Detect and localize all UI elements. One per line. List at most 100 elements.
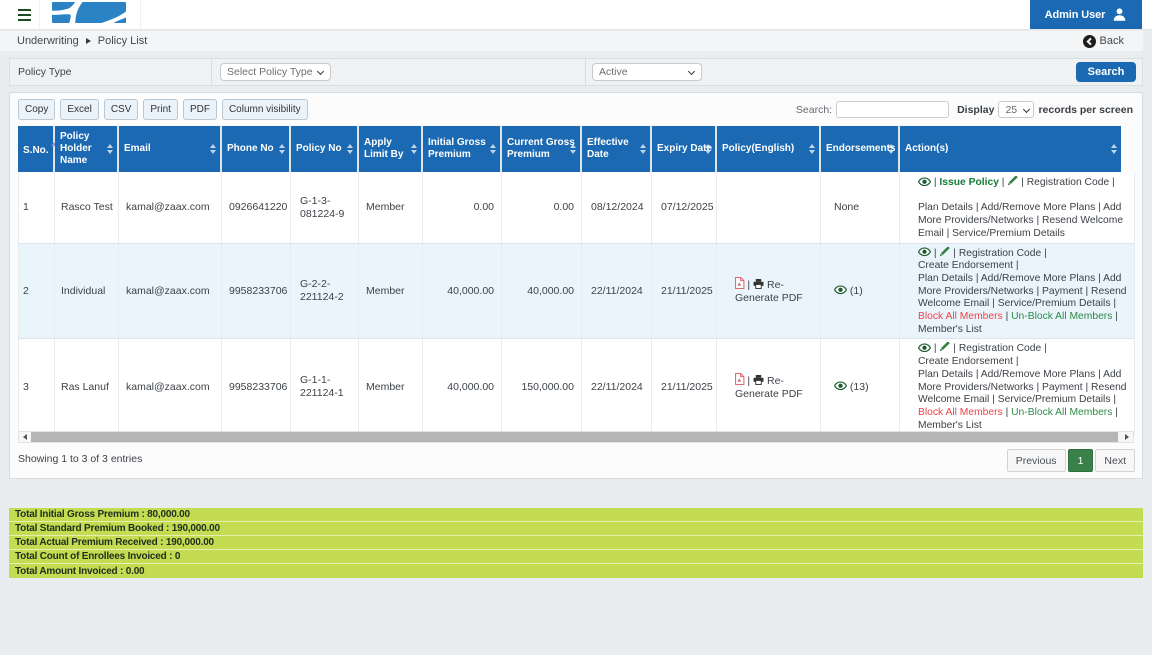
current-page-button[interactable]: 1	[1067, 449, 1094, 472]
print-button[interactable]: Print	[143, 99, 178, 120]
csv-button[interactable]: CSV	[103, 99, 139, 120]
action-link-un-block-all-members[interactable]: Un-Block All Members	[1011, 406, 1113, 418]
separator: |	[1095, 202, 1104, 214]
action-link-add-remove-more-plans[interactable]: Add/Remove More Plans	[980, 368, 1096, 380]
cell-apply-limit-by: Member	[358, 243, 423, 340]
next-page-button[interactable]: Next	[1095, 449, 1135, 472]
action-link-add-more-providers-networks[interactable]: Add More Providers/Networks	[918, 272, 1122, 297]
action-link-service-premium-details[interactable]: Service/Premium Details	[997, 394, 1111, 406]
column-header-policy-no[interactable]: Policy No	[290, 126, 359, 172]
action-link-issue-policy[interactable]: Issue Policy	[939, 177, 999, 188]
column-header-action-s[interactable]: Action(s)	[899, 126, 1121, 172]
scroll-left-arrow-icon[interactable]	[19, 432, 31, 442]
column-header-email[interactable]: Email	[118, 126, 222, 172]
action-link-add-remove-more-plans[interactable]: Add/Remove More Plans	[980, 202, 1096, 214]
action-link-block-all-members[interactable]: Block All Members	[918, 406, 1003, 418]
cell-current-gross-premium: 150,000.00	[501, 338, 582, 436]
scrollbar-thumb[interactable]	[31, 432, 1118, 442]
separator: |	[1082, 381, 1092, 393]
action-link-registration-code[interactable]: Registration Code	[958, 247, 1042, 259]
eye-icon[interactable]	[917, 176, 932, 187]
pdf-icon[interactable]	[735, 277, 745, 290]
cell-policy-english: | Re-Generate PDF	[716, 338, 821, 436]
column-header-expiry-date[interactable]: Expiry Date	[651, 126, 717, 172]
action-link-block-all-members[interactable]: Block All Members	[918, 311, 1003, 323]
column-header-apply-limit-by[interactable]: Apply Limit By	[358, 126, 423, 172]
action-link-re-generate-pdf[interactable]: Re-Generate PDF	[735, 375, 803, 400]
separator: |	[1033, 285, 1042, 297]
action-link-service-premium-details[interactable]: Service/Premium Details	[997, 298, 1111, 310]
pencil-icon[interactable]	[939, 341, 950, 352]
cell-actions: | | Registration Code | Create Endorseme…	[899, 243, 1135, 340]
eye-icon[interactable]	[917, 343, 932, 353]
action-link-resend-welcome-email[interactable]: Resend Welcome Email	[918, 285, 1127, 310]
column-header-label: Endorsements	[826, 143, 896, 154]
action-link-payment[interactable]: Payment	[1042, 285, 1083, 297]
column-header-current-gross-premium[interactable]: Current Gross Premium	[501, 126, 582, 172]
action-link-add-remove-more-plans[interactable]: Add/Remove More Plans	[980, 272, 1096, 284]
policy-table-card: Copy Excel CSV Print PDF Column visibility Se…	[9, 92, 1143, 479]
sort-icon	[640, 144, 646, 154]
separator: |	[1110, 394, 1117, 406]
status-select[interactable]: Active	[592, 63, 702, 81]
pencil-icon[interactable]	[939, 246, 950, 257]
printer-icon[interactable]	[753, 375, 764, 386]
action-link-registration-code[interactable]: Registration Code	[958, 343, 1042, 355]
brand-logo[interactable]	[52, 2, 126, 28]
back-button[interactable]: Back	[1082, 31, 1124, 51]
action-link-plan-details[interactable]: Plan Details	[918, 368, 973, 380]
scroll-right-arrow-icon[interactable]	[1121, 432, 1133, 442]
action-link-member-s-list[interactable]: Member's List	[918, 419, 982, 431]
menu-hamburger-icon[interactable]	[18, 9, 31, 21]
column-header-s-no[interactable]: S.No.	[18, 126, 57, 172]
table-header-wrap: S.No. Policy Holder Name Email Phone No Poli…	[18, 126, 1121, 172]
admin-user-button[interactable]: Admin User	[1030, 0, 1142, 29]
table-info: Showing 1 to 3 of 3 entries	[18, 453, 143, 465]
action-link-registration-code[interactable]: Registration Code	[1026, 177, 1110, 188]
cell-policy-holder-name: Individual	[54, 243, 119, 340]
separator: |	[1033, 215, 1042, 227]
action-link-resend-welcome-email[interactable]: Resend Welcome Email	[918, 215, 1124, 239]
action-link-resend-welcome-email[interactable]: Resend Welcome Email	[918, 381, 1127, 406]
table-search-input[interactable]	[836, 101, 950, 118]
action-link-un-block-all-members[interactable]: Un-Block All Members	[1011, 311, 1113, 323]
column-header-endorsements[interactable]: Endorsements	[820, 126, 900, 172]
action-link-plan-details[interactable]: Plan Details	[918, 202, 973, 214]
column-header-effective-date[interactable]: Effective Date	[581, 126, 652, 172]
eye-icon[interactable]	[833, 381, 848, 391]
copy-button[interactable]: Copy	[18, 99, 56, 120]
policy-type-select[interactable]: Select Policy Type	[220, 63, 331, 81]
action-link-create-endorsement[interactable]: Create Endorsement	[918, 260, 1014, 272]
cell-text: None	[834, 201, 860, 214]
action-link-add-more-providers-networks[interactable]: Add More Providers/Networks	[918, 368, 1122, 393]
column-header-policy-holder-name[interactable]: Policy Holder Name	[54, 126, 119, 172]
pdf-icon[interactable]	[735, 373, 745, 386]
breadcrumb-section[interactable]: Underwriting	[17, 35, 79, 47]
pencil-icon[interactable]	[1007, 175, 1018, 186]
printer-icon[interactable]	[753, 279, 764, 290]
pdf-button[interactable]: PDF	[182, 99, 217, 120]
column-header-phone-no[interactable]: Phone No	[221, 126, 291, 172]
action-link-create-endorsement[interactable]: Create Endorsement	[918, 356, 1014, 368]
cell-effective-date: 22/11/2024	[581, 243, 652, 340]
eye-icon[interactable]	[917, 247, 932, 257]
cell-policy-no: G-1-1-221124-1	[290, 338, 359, 436]
previous-page-button[interactable]: Previous	[1006, 449, 1066, 472]
action-link-payment[interactable]: Payment	[1042, 381, 1083, 393]
column-header-initial-gross-premium[interactable]: Initial Gross Premium	[422, 126, 502, 172]
back-label: Back	[1099, 35, 1124, 47]
column-header-policy-english[interactable]: Policy(English)	[716, 126, 821, 172]
column-visibility-button[interactable]: Column visibility	[221, 99, 308, 120]
action-link-member-s-list[interactable]: Member's List	[918, 323, 982, 335]
action-link-service-premium-details[interactable]: Service/Premium Details	[952, 227, 1065, 239]
separator: |	[1112, 311, 1118, 323]
cell-sno: 3	[18, 338, 55, 436]
excel-button[interactable]: Excel	[60, 99, 99, 120]
search-button[interactable]: Search	[1076, 62, 1136, 82]
action-link-plan-details[interactable]: Plan Details	[918, 272, 973, 284]
action-link-add-more-providers-networks[interactable]: Add More Providers/Networks	[918, 202, 1122, 227]
action-link-re-generate-pdf[interactable]: Re-Generate PDF	[735, 279, 803, 304]
eye-icon[interactable]	[833, 285, 848, 295]
page-size-select[interactable]: 25	[998, 101, 1035, 118]
top-navbar: Admin User	[0, 0, 1152, 30]
